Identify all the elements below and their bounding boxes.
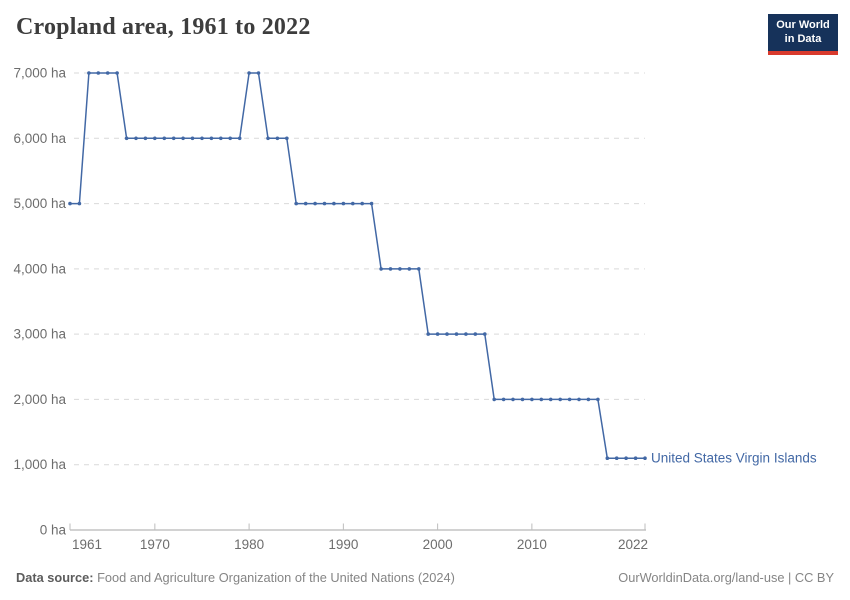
data-point-1976: [209, 136, 214, 141]
data-point-2013: [558, 397, 562, 402]
data-point-1963: [87, 71, 91, 75]
data-point-1971: [162, 136, 167, 141]
data-point-1964: [96, 71, 101, 75]
data-point-1988: [322, 201, 327, 206]
data-point-1999: [426, 332, 431, 336]
data-point-1981: [256, 71, 261, 75]
data-point-1970: [153, 136, 157, 141]
data-point-2010: [530, 397, 534, 402]
data-point-2011: [539, 397, 544, 402]
chart-title: Cropland area, 1961 to 2022: [16, 14, 311, 40]
data-source-label: Data source:: [16, 570, 94, 585]
data-point-2008: [511, 397, 515, 402]
data-point-2015: [577, 397, 581, 402]
data-point-1992: [360, 201, 365, 206]
data-point-1966: [115, 71, 119, 75]
owid-logo[interactable]: Our World in Data: [768, 14, 838, 55]
data-point-1972: [171, 136, 176, 141]
data-point-2016: [586, 397, 591, 402]
attribution-link[interactable]: OurWorldinData.org/land-use | CC BY: [618, 570, 834, 585]
y-axis-label-1000: 1,000 ha: [13, 457, 66, 472]
data-point-1987: [313, 201, 317, 206]
data-point-1973: [181, 136, 185, 141]
data-point-1979: [237, 136, 242, 141]
x-axis-label-1980: 1980: [234, 537, 264, 552]
data-point-1980: [247, 71, 251, 75]
data-point-2001: [445, 332, 449, 336]
y-axis-label-4000: 4,000 ha: [13, 261, 66, 276]
data-point-2022: [643, 456, 647, 461]
owid-logo-line2: in Data: [784, 32, 822, 45]
data-point-2005: [483, 332, 487, 336]
x-axis-label-2010: 2010: [517, 537, 547, 552]
data-point-1961: [68, 201, 72, 206]
data-point-1967: [124, 136, 129, 141]
chart-footer: Data source: Food and Agriculture Organi…: [16, 570, 834, 588]
data-point-1998: [417, 267, 421, 271]
data-point-1991: [351, 201, 355, 206]
series-label: United States Virgin Islands: [651, 451, 817, 466]
x-axis-label-2022: 2022: [618, 537, 648, 552]
data-point-2014: [567, 397, 572, 402]
data-point-2019: [614, 456, 619, 461]
y-axis-label-5000: 5,000 ha: [13, 196, 66, 211]
y-axis-label-7000: 7,000 ha: [13, 66, 66, 81]
data-point-1996: [398, 267, 402, 271]
data-point-1982: [266, 136, 270, 141]
data-point-2000: [435, 332, 440, 336]
data-point-1986: [303, 201, 308, 206]
data-source: Data source: Food and Agriculture Organi…: [16, 570, 455, 588]
x-axis-label-1961: 1961: [72, 537, 102, 552]
data-point-1965: [105, 71, 110, 75]
data-point-2018: [605, 456, 610, 461]
owid-logo-line1: Our World: [776, 19, 830, 31]
data-point-1978: [228, 136, 232, 141]
data-point-1984: [285, 136, 289, 141]
x-axis-label-1970: 1970: [140, 537, 170, 552]
y-axis-label-0: 0 ha: [40, 523, 67, 538]
data-point-1994: [379, 267, 383, 271]
data-point-1974: [190, 136, 195, 141]
data-point-2021: [633, 456, 638, 461]
data-point-2007: [501, 397, 506, 402]
data-point-1977: [219, 136, 223, 141]
data-point-1962: [77, 201, 82, 206]
data-point-2006: [492, 397, 497, 402]
data-point-1997: [407, 267, 412, 271]
data-point-1989: [332, 201, 336, 206]
data-point-1969: [143, 136, 148, 141]
data-point-2012: [548, 397, 553, 402]
y-axis-label-2000: 2,000 ha: [13, 392, 66, 407]
data-point-2017: [596, 397, 600, 402]
data-point-1995: [388, 267, 393, 271]
data-point-1985: [294, 201, 299, 206]
data-point-1975: [200, 136, 204, 141]
data-point-2002: [454, 332, 459, 336]
data-point-1983: [275, 136, 280, 141]
data-source-text: Food and Agriculture Organization of the…: [93, 570, 455, 585]
data-point-2009: [520, 397, 525, 402]
data-point-2004: [473, 332, 478, 336]
x-axis-label-1990: 1990: [328, 537, 358, 552]
x-axis-label-2000: 2000: [423, 537, 453, 552]
data-point-1990: [341, 201, 346, 206]
y-axis-label-6000: 6,000 ha: [13, 131, 66, 146]
y-axis-label-3000: 3,000 ha: [13, 327, 66, 342]
data-point-1968: [134, 136, 138, 141]
data-point-2003: [464, 332, 468, 336]
data-point-1993: [369, 201, 374, 206]
data-point-2020: [624, 456, 628, 461]
